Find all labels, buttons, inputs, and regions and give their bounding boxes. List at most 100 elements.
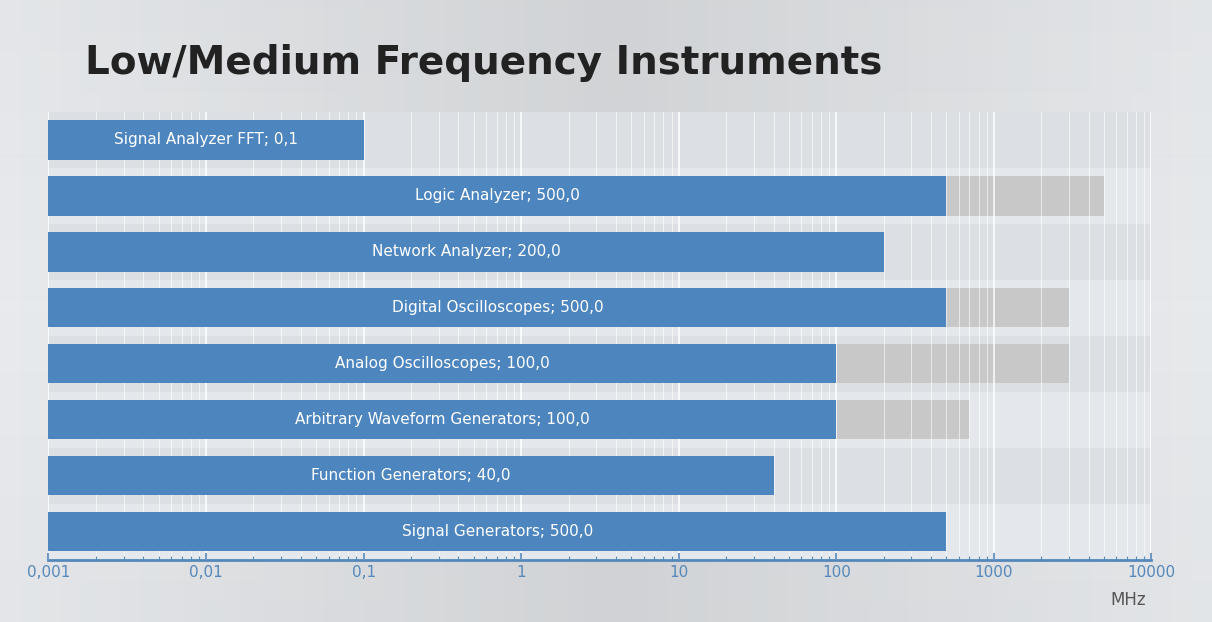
Bar <box>384 0 404 622</box>
Bar <box>48 112 1212 168</box>
Bar <box>0 197 1212 207</box>
Bar <box>0 0 1212 11</box>
Bar <box>0 487 1212 498</box>
Bar <box>121 0 142 622</box>
Bar <box>0 404 1212 415</box>
Bar <box>48 448 1212 504</box>
Bar <box>707 0 727 622</box>
Bar <box>1131 0 1151 622</box>
Bar <box>828 0 848 622</box>
Text: Low/Medium Frequency Instruments: Low/Medium Frequency Instruments <box>85 44 882 81</box>
Text: Signal Generators; 500,0: Signal Generators; 500,0 <box>402 524 593 539</box>
Bar <box>0 601 1212 611</box>
Bar <box>0 73 1212 83</box>
Bar <box>1191 0 1212 622</box>
Bar <box>525 0 545 622</box>
Bar <box>848 0 869 622</box>
Bar <box>0 446 1212 456</box>
Bar <box>0 93 1212 104</box>
Bar <box>242 0 263 622</box>
Bar <box>1111 0 1131 622</box>
Bar <box>48 177 1104 216</box>
Bar <box>0 311 1212 322</box>
Bar <box>364 0 384 622</box>
Bar <box>0 384 1212 394</box>
Bar <box>48 224 1212 280</box>
Bar <box>627 0 646 622</box>
Bar <box>282 0 303 622</box>
Bar <box>808 0 828 622</box>
Bar <box>445 0 464 622</box>
Bar <box>0 290 1212 300</box>
Bar <box>81 0 101 622</box>
Bar <box>21 0 40 622</box>
Bar <box>0 104 1212 114</box>
Bar <box>0 332 1212 342</box>
Bar <box>0 425 1212 435</box>
Bar <box>505 0 525 622</box>
Bar <box>0 114 1212 124</box>
Bar <box>788 0 808 622</box>
Text: Logic Analyzer; 500,0: Logic Analyzer; 500,0 <box>415 188 579 203</box>
Bar <box>404 0 424 622</box>
Bar <box>687 0 707 622</box>
Bar <box>0 31 1212 42</box>
Bar <box>606 0 627 622</box>
Bar <box>0 83 1212 93</box>
Bar <box>0 518 1212 529</box>
Bar <box>263 0 282 622</box>
Text: Signal Analyzer FFT; 0,1: Signal Analyzer FFT; 0,1 <box>114 132 298 147</box>
Bar <box>970 0 990 622</box>
Bar <box>0 580 1212 591</box>
Bar <box>1172 0 1191 622</box>
Text: Function Generators; 40,0: Function Generators; 40,0 <box>311 468 510 483</box>
Bar <box>0 249 1212 259</box>
Bar <box>0 42 1212 52</box>
Bar <box>0 187 1212 197</box>
Bar <box>0 477 1212 487</box>
Bar <box>0 529 1212 539</box>
Bar <box>0 363 1212 373</box>
Text: Analog Oscilloscopes; 100,0: Analog Oscilloscopes; 100,0 <box>335 356 550 371</box>
Bar <box>0 21 1212 31</box>
Bar <box>909 0 930 622</box>
Bar <box>0 373 1212 384</box>
Bar <box>1151 0 1172 622</box>
Bar <box>222 0 242 622</box>
Bar <box>161 0 182 622</box>
Bar <box>0 322 1212 332</box>
Bar <box>0 456 1212 466</box>
Bar <box>646 0 667 622</box>
Bar <box>0 466 1212 477</box>
Bar <box>182 0 202 622</box>
Bar <box>0 218 1212 228</box>
Text: Arbitrary Waveform Generators; 100,0: Arbitrary Waveform Generators; 100,0 <box>295 412 590 427</box>
Bar <box>1030 0 1051 622</box>
Bar <box>869 0 888 622</box>
Bar <box>0 353 1212 363</box>
Bar <box>0 124 1212 135</box>
Bar <box>0 135 1212 145</box>
Bar <box>0 166 1212 176</box>
Bar <box>0 62 1212 73</box>
Bar <box>343 0 364 622</box>
Bar <box>0 549 1212 560</box>
Bar <box>0 0 21 622</box>
Bar <box>142 0 161 622</box>
Bar <box>1051 0 1070 622</box>
Bar <box>0 228 1212 238</box>
Bar <box>0 498 1212 508</box>
Bar <box>0 207 1212 218</box>
Bar <box>48 392 1212 448</box>
Bar <box>0 570 1212 580</box>
Bar <box>40 0 61 622</box>
Bar <box>48 168 1212 224</box>
Bar <box>0 156 1212 166</box>
Bar <box>0 415 1212 425</box>
Bar <box>748 0 767 622</box>
Text: Digital Oscilloscopes; 500,0: Digital Oscilloscopes; 500,0 <box>391 300 604 315</box>
Bar <box>303 0 324 622</box>
Bar <box>545 0 566 622</box>
Bar <box>0 435 1212 446</box>
Bar <box>0 269 1212 280</box>
